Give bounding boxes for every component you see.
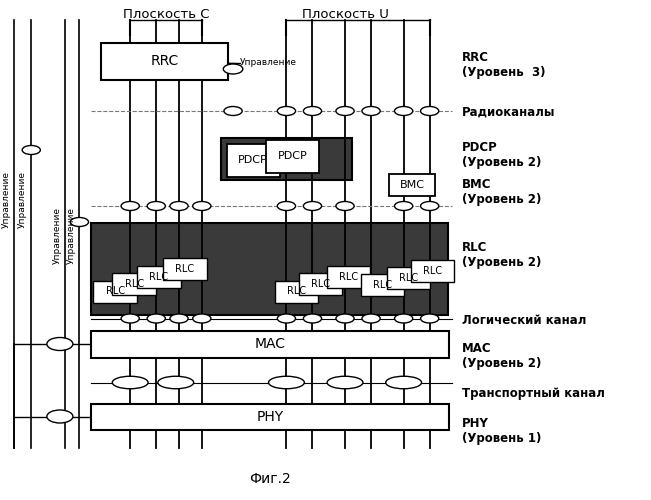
Text: MAC: MAC <box>255 337 286 351</box>
Ellipse shape <box>170 314 188 323</box>
FancyBboxPatch shape <box>387 267 430 289</box>
Text: RLC: RLC <box>105 286 125 296</box>
Text: MAC
(Уровень 2): MAC (Уровень 2) <box>462 342 542 370</box>
Ellipse shape <box>395 202 413 210</box>
Ellipse shape <box>421 202 439 210</box>
Ellipse shape <box>327 376 363 389</box>
Ellipse shape <box>277 106 296 116</box>
Text: RLC: RLC <box>175 264 195 274</box>
FancyBboxPatch shape <box>389 174 435 196</box>
FancyBboxPatch shape <box>163 258 207 280</box>
Text: RRC: RRC <box>150 54 178 68</box>
FancyBboxPatch shape <box>227 144 280 176</box>
Text: BMC
(Уровень 2): BMC (Уровень 2) <box>462 178 542 206</box>
Text: Управление: Управление <box>53 206 62 264</box>
Text: PHY: PHY <box>256 410 284 424</box>
FancyBboxPatch shape <box>93 280 137 302</box>
Ellipse shape <box>223 64 243 74</box>
FancyBboxPatch shape <box>112 273 156 295</box>
FancyBboxPatch shape <box>91 331 449 357</box>
Text: Плоскость C: Плоскость C <box>123 8 209 22</box>
Ellipse shape <box>303 202 322 210</box>
Ellipse shape <box>224 106 242 116</box>
FancyBboxPatch shape <box>299 273 342 295</box>
Ellipse shape <box>303 106 322 116</box>
FancyBboxPatch shape <box>91 404 449 430</box>
Ellipse shape <box>47 410 73 423</box>
Text: RLC: RLC <box>286 286 306 296</box>
Text: RLC: RLC <box>373 280 393 290</box>
Ellipse shape <box>336 106 354 116</box>
Ellipse shape <box>269 376 304 389</box>
FancyBboxPatch shape <box>275 280 318 302</box>
Ellipse shape <box>362 106 380 116</box>
Text: PDCP: PDCP <box>238 155 268 165</box>
Ellipse shape <box>147 202 165 210</box>
Text: RLC: RLC <box>149 272 169 281</box>
Text: RLC: RLC <box>423 266 443 276</box>
Text: PDCP
(Уровень 2): PDCP (Уровень 2) <box>462 141 542 169</box>
Text: Управление: Управление <box>67 206 76 264</box>
Text: RLC: RLC <box>339 272 358 281</box>
Ellipse shape <box>421 314 439 323</box>
Text: PDCP: PDCP <box>277 151 307 161</box>
Ellipse shape <box>362 314 380 323</box>
FancyBboxPatch shape <box>327 266 370 287</box>
Text: RLC: RLC <box>398 273 418 283</box>
Ellipse shape <box>121 202 139 210</box>
Text: Логический канал: Логический канал <box>462 314 587 328</box>
Ellipse shape <box>121 314 139 323</box>
FancyBboxPatch shape <box>361 274 404 296</box>
Ellipse shape <box>193 314 211 323</box>
Text: RRC
(Уровень  3): RRC (Уровень 3) <box>462 51 546 79</box>
FancyBboxPatch shape <box>101 42 228 80</box>
Ellipse shape <box>336 202 354 210</box>
Text: Управление: Управление <box>240 58 297 67</box>
Ellipse shape <box>47 338 73 350</box>
Ellipse shape <box>147 314 165 323</box>
FancyBboxPatch shape <box>221 138 352 180</box>
Ellipse shape <box>70 218 89 226</box>
Ellipse shape <box>303 314 322 323</box>
Ellipse shape <box>395 106 413 116</box>
Ellipse shape <box>421 106 439 116</box>
Text: PHY
(Уровень 1): PHY (Уровень 1) <box>462 417 542 445</box>
Ellipse shape <box>193 202 211 210</box>
Ellipse shape <box>277 202 296 210</box>
Text: Управление: Управление <box>18 172 27 228</box>
Ellipse shape <box>22 146 40 154</box>
FancyBboxPatch shape <box>266 140 319 172</box>
Text: Фиг.2: Фиг.2 <box>249 472 291 486</box>
FancyBboxPatch shape <box>411 260 454 282</box>
Text: Транспортный канал: Транспортный канал <box>462 387 605 400</box>
FancyBboxPatch shape <box>91 222 448 315</box>
Text: Плоскость U: Плоскость U <box>301 8 389 22</box>
Ellipse shape <box>336 314 354 323</box>
Text: Радиоканалы: Радиоканалы <box>462 106 556 119</box>
Text: BMC: BMC <box>400 180 424 190</box>
Text: RLC: RLC <box>311 279 331 289</box>
Ellipse shape <box>385 376 422 389</box>
Text: RLC: RLC <box>124 279 144 289</box>
Text: RLC
(Уровень 2): RLC (Уровень 2) <box>462 241 542 269</box>
Ellipse shape <box>158 376 194 389</box>
Ellipse shape <box>113 376 148 389</box>
Ellipse shape <box>395 314 413 323</box>
Text: Управление: Управление <box>2 172 11 228</box>
Ellipse shape <box>277 314 296 323</box>
FancyBboxPatch shape <box>137 266 181 287</box>
Ellipse shape <box>170 202 188 210</box>
